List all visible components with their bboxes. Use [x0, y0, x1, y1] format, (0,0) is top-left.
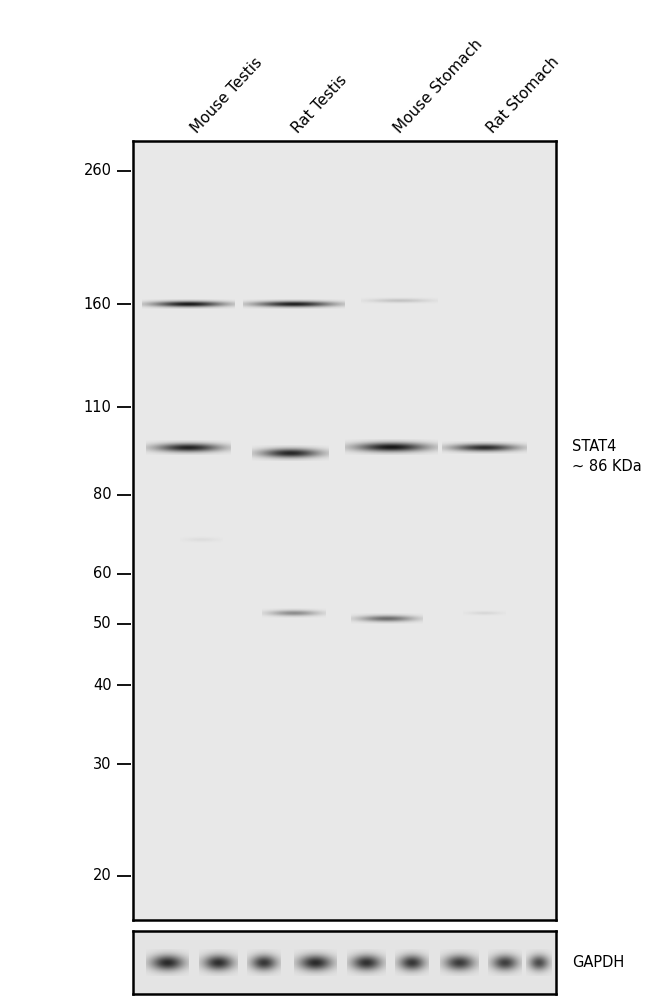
Text: 80: 80 [93, 487, 112, 502]
Text: 40: 40 [93, 678, 112, 693]
Text: 50: 50 [93, 617, 112, 632]
Text: 110: 110 [84, 399, 112, 414]
Text: 20: 20 [93, 868, 112, 883]
Text: 60: 60 [93, 566, 112, 581]
Text: Rat Testis: Rat Testis [290, 72, 350, 136]
Text: Rat Stomach: Rat Stomach [484, 54, 562, 136]
Text: Mouse Stomach: Mouse Stomach [391, 36, 485, 136]
Text: GAPDH: GAPDH [572, 955, 624, 970]
Text: STAT4
~ 86 KDa: STAT4 ~ 86 KDa [572, 439, 642, 474]
Text: Mouse Testis: Mouse Testis [188, 54, 265, 136]
Text: 30: 30 [94, 757, 112, 772]
Text: 260: 260 [84, 163, 112, 178]
Text: 160: 160 [84, 297, 112, 312]
